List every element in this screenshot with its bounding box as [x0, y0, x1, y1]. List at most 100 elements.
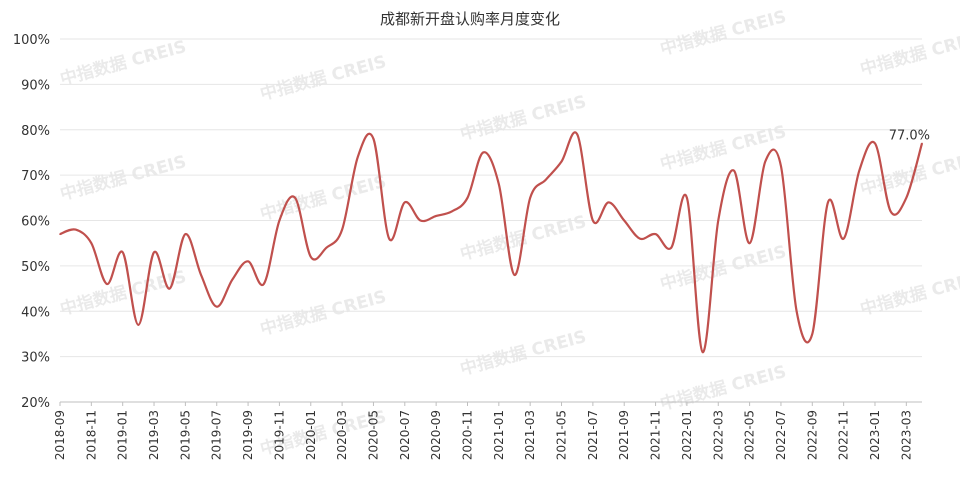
x-tick-label: 2022-05 [743, 410, 757, 460]
y-tick-label: 60% [21, 215, 50, 230]
data-point [137, 324, 140, 326]
watermark-text: 中指数据 CREIS [458, 326, 589, 380]
data-point [262, 283, 265, 285]
y-tick-label: 100% [13, 33, 50, 48]
watermark-text: 中指数据 CREIS [258, 51, 389, 105]
series-layer [59, 131, 924, 354]
x-tick-label: 2023-03 [899, 410, 913, 460]
data-point [780, 165, 782, 167]
data-point [404, 201, 406, 204]
x-tick-label: 2019-05 [178, 410, 192, 460]
x-tick-label: 2022-09 [805, 410, 819, 460]
x-tick-label: 2019-07 [210, 410, 224, 460]
data-point [858, 169, 861, 172]
data-point [576, 133, 578, 136]
data-point [811, 333, 814, 335]
x-tick-label: 2021-07 [586, 410, 600, 460]
y-tick-label: 30% [21, 351, 50, 366]
y-tick-label: 90% [21, 78, 50, 93]
y-tick-label: 40% [21, 305, 50, 320]
x-tick-label: 2022-07 [774, 410, 788, 460]
watermark-text: 中指数据 CREIS [258, 171, 389, 225]
data-point [325, 246, 328, 249]
watermark-text: 中指数据 CREIS [458, 91, 589, 145]
data-point [153, 251, 155, 254]
data-point [874, 142, 876, 145]
data-point [748, 242, 751, 244]
data-point [842, 237, 845, 240]
x-tick-label: 2020-05 [366, 410, 380, 460]
data-point [921, 142, 923, 145]
data-point [717, 219, 720, 222]
x-tick-label: 2021-11 [649, 410, 663, 460]
data-point [247, 260, 249, 263]
data-point [278, 219, 281, 222]
data-point [294, 197, 296, 199]
data-point [654, 233, 657, 235]
data-point [701, 351, 704, 353]
data-label: 77.0% [889, 128, 930, 143]
watermark-text: 中指数据 CREIS [58, 36, 189, 90]
data-point [74, 228, 77, 231]
data-point [451, 210, 453, 213]
data-point [184, 233, 187, 235]
data-point [59, 233, 61, 235]
data-point [121, 251, 124, 254]
x-axis: 2018-09 2018-11 2019-01 2019-03 2019-05 2019-… [53, 402, 913, 460]
watermark-text: 中指数据 CREIS [58, 266, 189, 320]
data-point [341, 228, 343, 231]
x-tick-label: 2020-07 [398, 410, 412, 460]
watermark-text: 中指数据 CREIS [858, 26, 960, 80]
data-point [482, 151, 484, 154]
x-tick-label: 2021-03 [523, 410, 537, 460]
data-point [168, 287, 171, 290]
x-tick-label: 2020-09 [429, 410, 443, 460]
data-point [90, 242, 93, 244]
data-point [215, 305, 218, 308]
chart-title: 成都新开盘认购率月度变化 [380, 10, 560, 28]
data-point [513, 274, 516, 276]
x-tick-label: 2020-01 [304, 410, 318, 460]
watermark-text: 中指数据 CREIS [58, 151, 189, 205]
watermark-text: 中指数据 CREIS [658, 241, 789, 295]
watermark-text: 中指数据 CREIS [658, 6, 789, 60]
data-point [466, 197, 469, 199]
data-point [200, 274, 202, 276]
y-axis: 20% 30% 40% 50% 60% 70% 80% 90% 100% [13, 33, 50, 411]
data-point [435, 215, 437, 217]
x-tick-label: 2022-01 [680, 410, 694, 460]
data-point [106, 283, 108, 285]
watermark-text: 中指数据 CREIS [658, 121, 789, 175]
data-point [639, 237, 641, 240]
x-tick-label: 2018-11 [84, 410, 98, 460]
x-tick-label: 2021-09 [617, 410, 631, 460]
data-point [545, 178, 547, 181]
series-line [59, 131, 924, 354]
y-tick-label: 70% [21, 169, 50, 184]
data-point [889, 210, 892, 213]
data-point [356, 156, 359, 158]
data-labels: 77.0% [889, 128, 930, 143]
data-point [607, 201, 610, 204]
data-point [231, 278, 234, 281]
y-tick-label: 50% [21, 260, 50, 275]
data-point [419, 219, 422, 222]
x-tick-label: 2019-09 [241, 410, 255, 460]
data-point [592, 219, 594, 222]
x-tick-label: 2018-09 [53, 410, 67, 460]
x-tick-label: 2019-11 [272, 410, 286, 460]
data-point [795, 310, 798, 313]
x-tick-label: 2020-03 [335, 410, 349, 460]
data-point [529, 197, 531, 199]
watermark-text: 中指数据 CREIS [658, 361, 789, 415]
y-tick-label: 20% [21, 396, 50, 411]
x-tick-label: 2019-03 [147, 410, 161, 460]
x-tick-label: 2020-11 [460, 410, 474, 460]
x-tick-label: 2021-01 [492, 410, 506, 460]
x-tick-label: 2022-11 [837, 410, 851, 460]
data-point [623, 219, 626, 222]
data-point [388, 237, 390, 240]
x-tick-label: 2023-01 [868, 410, 882, 460]
x-tick-label: 2022-03 [711, 410, 725, 460]
